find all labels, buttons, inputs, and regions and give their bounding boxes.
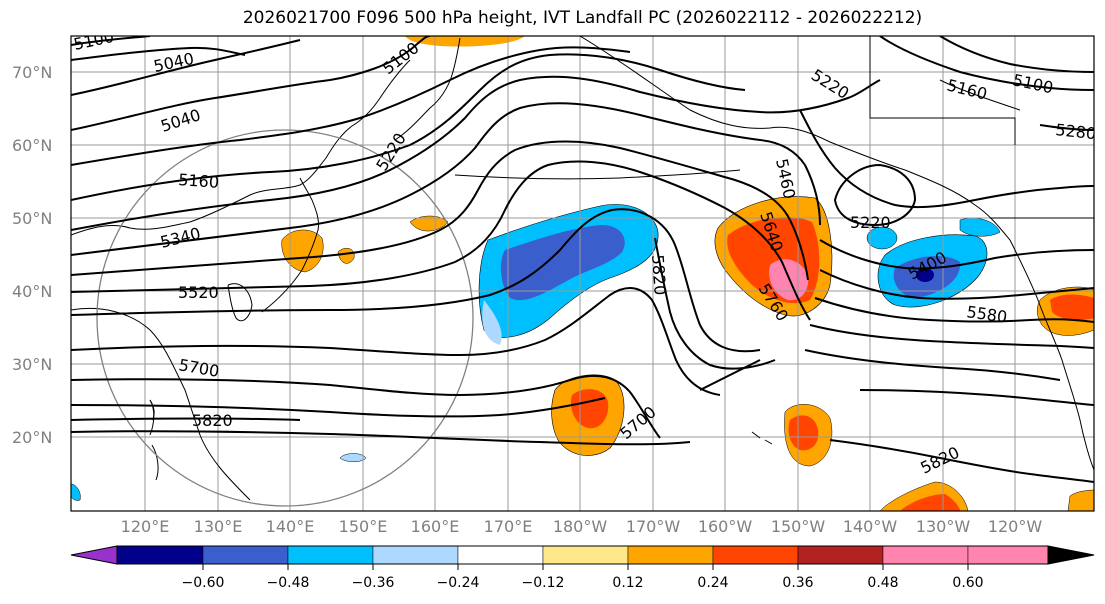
ivt-negative-blob-south — [339, 453, 367, 462]
lon-label: 170°E — [484, 517, 533, 536]
ivt-shading — [71, 36, 1094, 511]
coastline-aleutians — [454, 169, 741, 180]
colorbar-extend-low — [70, 545, 118, 565]
ivt-negative-light-central — [482, 300, 502, 345]
lat-label: 70°N — [12, 63, 52, 82]
ivt-negative-peak-east — [916, 268, 934, 282]
contour-label: 5220 — [850, 213, 891, 232]
colorbar-tick-label: −0.24 — [437, 575, 480, 591]
lon-label: 120°E — [121, 517, 170, 536]
lat-label: 50°N — [12, 209, 52, 228]
colorbar-tick-label: 0.12 — [612, 575, 643, 591]
colorbar-tick-label: 0.36 — [782, 575, 813, 591]
lon-label: 150°E — [339, 517, 388, 536]
coastline-hawaii — [751, 431, 773, 445]
contour-label: 5160 — [178, 170, 220, 192]
colorbar-tick-label: 0.48 — [867, 575, 898, 591]
colorbar-segment — [627, 545, 714, 565]
colorbar-segment — [797, 545, 884, 565]
reference-circle — [96, 129, 474, 507]
colorbar-segment — [372, 545, 459, 565]
coastline-china — [71, 307, 251, 501]
ivt-negative-core-central — [500, 224, 625, 301]
lon-label: 160°W — [698, 517, 753, 536]
contour-label: 5520 — [178, 283, 219, 302]
lon-label: 120°W — [988, 517, 1043, 536]
coastline-arctic — [869, 36, 1021, 145]
map-title: 2026021700 F096 500 hPa height, IVT Land… — [242, 8, 923, 28]
lat-label: 30°N — [12, 355, 52, 374]
colorbar-segment — [712, 545, 799, 565]
longitude-labels: 120°E 130°E 140°E 150°E 160°E 170°E 180°… — [121, 517, 1043, 536]
colorbar: −0.60 −0.48 −0.36 −0.24 −0.12 0.12 0.24 … — [70, 545, 1095, 591]
map-border — [70, 35, 1095, 512]
lon-label: 130°E — [194, 517, 243, 536]
ivt-positive-blob-kuril — [409, 215, 449, 232]
lat-label: 40°N — [12, 282, 52, 301]
ivt-positive-blob-japan-east — [337, 247, 355, 264]
coastline-na-west — [1009, 239, 1094, 471]
contour-label: 5280 — [1055, 120, 1097, 143]
ivt-positive-core-south — [788, 415, 819, 451]
lon-label: 160°E — [411, 517, 460, 536]
colorbar-segment — [457, 545, 544, 565]
colorbar-ticks — [202, 564, 969, 570]
height-contours — [71, 36, 1094, 483]
colorbar-tick-label: −0.60 — [182, 575, 225, 591]
lat-label: 20°N — [12, 428, 52, 447]
graticule — [71, 36, 1094, 511]
colorbar-segment — [542, 545, 629, 565]
colorbar-tick-label: −0.36 — [352, 575, 395, 591]
colorbar-segment — [967, 545, 1049, 565]
lon-label: 170°W — [626, 517, 681, 536]
lon-label: 130°W — [916, 517, 971, 536]
contour-label: 5820 — [648, 254, 670, 296]
colorbar-segment — [202, 545, 289, 565]
lon-label: 140°W — [843, 517, 898, 536]
lon-label: 150°W — [771, 517, 826, 536]
contour-label: 5820 — [192, 411, 233, 430]
ivt-positive-core-east — [1050, 294, 1094, 320]
latitude-labels: 70°N 60°N 50°N 40°N 30°N 20°N — [12, 63, 52, 447]
ivt-positive-region-corner — [1067, 489, 1094, 511]
colorbar-segment — [287, 545, 374, 565]
colorbar-tick-label: −0.48 — [267, 575, 310, 591]
lon-label: 140°E — [266, 517, 315, 536]
colorbar-extend-high — [1047, 545, 1095, 565]
colorbar-segment — [882, 545, 969, 565]
colorbar-tick-label: 0.60 — [952, 575, 983, 591]
lat-label: 60°N — [12, 136, 52, 155]
colorbar-outline — [116, 545, 1049, 565]
colorbar-segment — [116, 545, 204, 565]
lon-label: 180°W — [553, 517, 608, 536]
ivt-positive-core-bottom — [900, 494, 960, 511]
ivt-positive-region-japan — [281, 229, 324, 273]
colorbar-tick-label: 0.24 — [697, 575, 728, 591]
coastline-japan — [261, 177, 319, 313]
coastline-asia — [71, 59, 411, 236]
ivt-negative-blob-5220 — [866, 226, 898, 250]
coastline-kamchatka — [394, 37, 461, 141]
coastlines — [71, 36, 1094, 501]
colorbar-tick-label: −0.12 — [522, 575, 565, 591]
